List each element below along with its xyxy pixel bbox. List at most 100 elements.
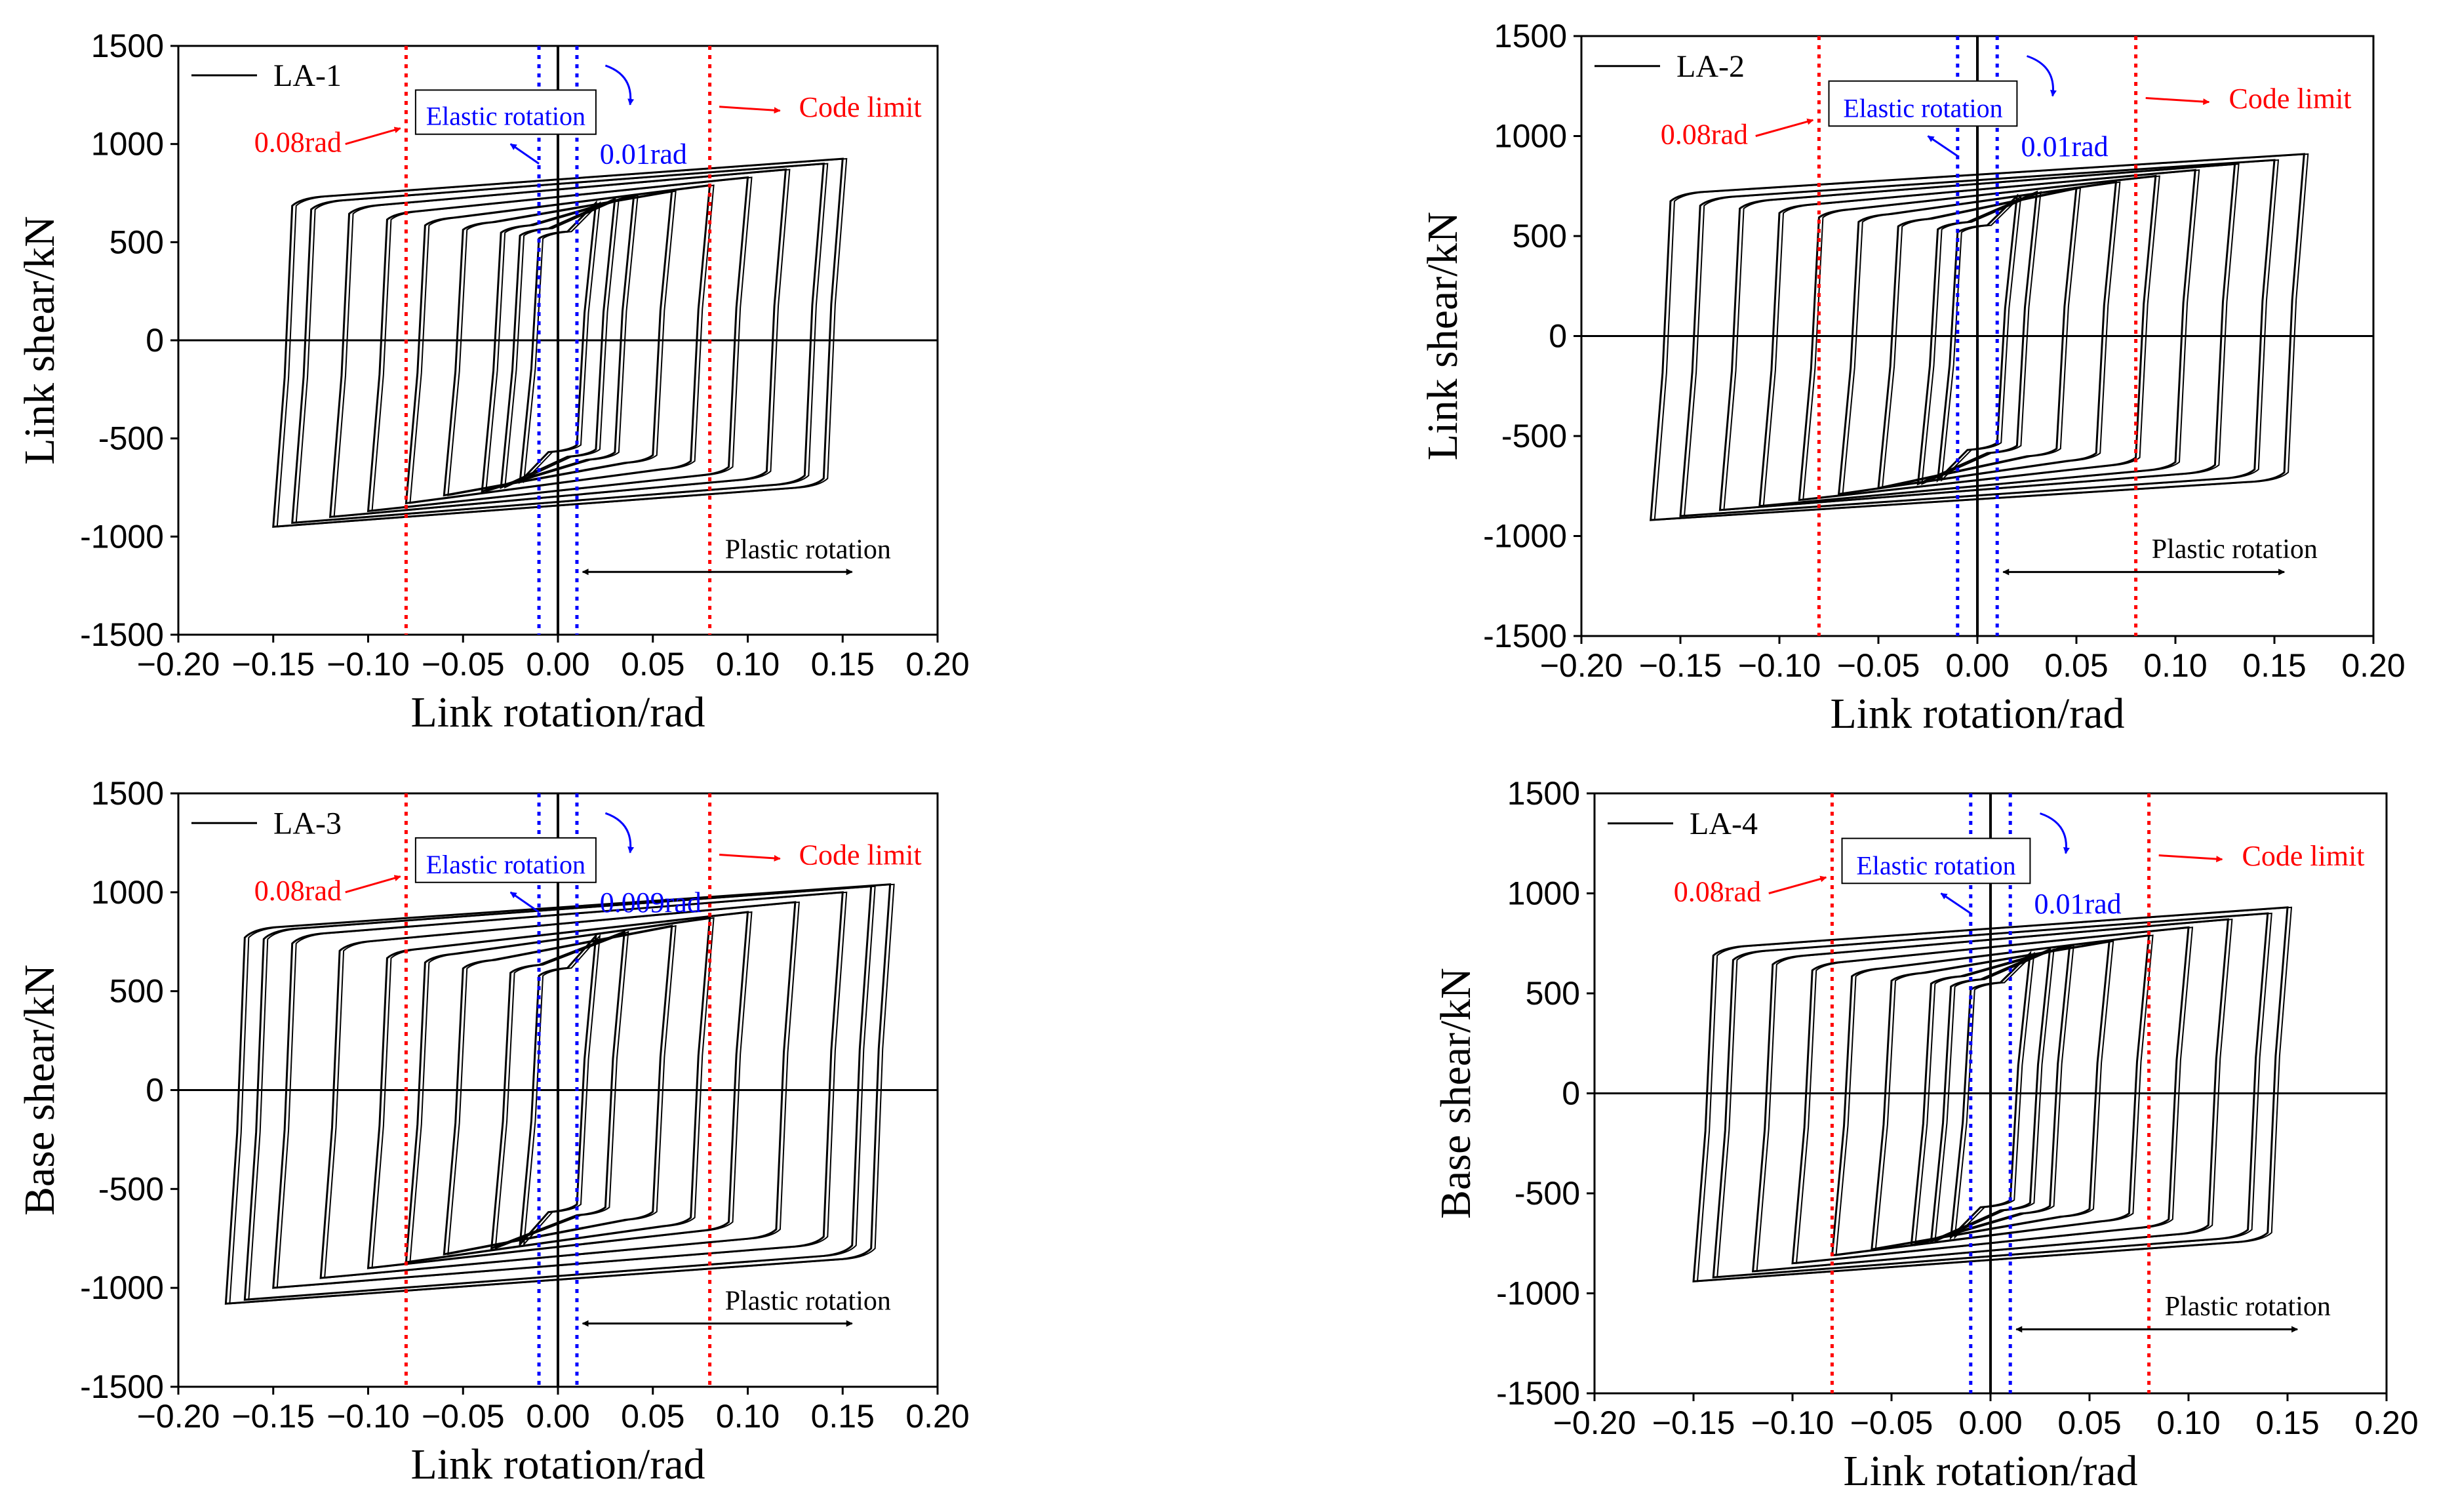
elastic-left-arrow [509, 891, 540, 913]
y-tick-label: 1500 [91, 28, 164, 64]
chart-svg-4: −0.20 −0.15 −0.10 −0.05 0.00 0.05 0.10 0.15 0.20… [1432, 775, 2419, 1495]
x-tick-label: 0.00 [1945, 647, 2009, 684]
plastic-rotation-label: Plastic rotation [725, 534, 891, 565]
code-limit-arrow [719, 106, 781, 114]
x-tick-label: −0.20 [1553, 1404, 1636, 1441]
y-tick-label: -500 [1501, 418, 1567, 454]
x-tick-label: 0.10 [2156, 1404, 2220, 1441]
hysteresis-loop-repeat [523, 934, 601, 1246]
x-tick-label: −0.05 [1850, 1404, 1933, 1441]
hysteresis-loop-repeat [447, 925, 677, 1256]
x-tick-label: 0.15 [811, 646, 875, 683]
code-rotation-arrow [1768, 875, 1827, 894]
x-tick-label: 0.20 [2341, 647, 2405, 684]
x-tick-label: −0.15 [231, 646, 315, 683]
y-tick-label: 1000 [1507, 875, 1580, 912]
hysteresis-loop-repeat [447, 190, 677, 496]
elastic-right-arrow [604, 64, 635, 106]
y-tick-label: 1500 [1494, 18, 1567, 54]
code-limit-label: Code limit [2242, 840, 2365, 872]
x-tick-label: −0.15 [1652, 1404, 1735, 1441]
x-tick-label: 0.00 [1958, 1404, 2022, 1441]
x-tick-label: 0.10 [2143, 647, 2207, 684]
x-axis-title: Link rotation/rad [1830, 690, 2124, 734]
y-tick-label: -500 [98, 420, 164, 457]
hysteresis-loop-repeat [1654, 153, 2309, 521]
hysteresis-loop-repeat [1683, 159, 2280, 517]
y-axis-title: Link shear/kN [1419, 212, 1467, 460]
x-tick-label: 0.05 [2057, 1404, 2121, 1441]
x-tick-label: −0.10 [1738, 647, 1821, 684]
y-tick-label: 0 [1562, 1075, 1580, 1112]
hysteresis-loop-repeat [276, 891, 848, 1289]
hysteresis-loop-repeat [409, 184, 715, 504]
elastic-rotation-value: 0.01rad [2021, 130, 2108, 163]
hysteresis-loop-repeat [1802, 175, 2160, 501]
x-tick-label: 0.20 [905, 646, 969, 683]
hysteresis-loop-repeat [1756, 919, 2233, 1273]
chart-svg-1: −0.20 −0.15 −0.10 −0.05 0.00 0.05 0.10 0.15 0.20… [16, 28, 970, 734]
hysteresis-loop-repeat [1795, 926, 2194, 1264]
y-tick-label: -500 [98, 1170, 164, 1207]
code-limit-label: Code limit [799, 91, 922, 123]
hysteresis-loop-repeat [276, 158, 848, 528]
x-tick-label: 0.05 [621, 1398, 684, 1435]
x-tick-label: −0.20 [1540, 647, 1623, 684]
x-tick-label: −0.05 [422, 1398, 505, 1435]
y-tick-label: 1000 [91, 126, 164, 163]
x-tick-label: −0.10 [327, 646, 410, 683]
hysteresis-loop-repeat [295, 163, 829, 524]
x-tick-label: −0.05 [1837, 647, 1920, 684]
y-tick-label: -1000 [80, 518, 164, 555]
y-tick-label: 500 [109, 973, 164, 1010]
hysteresis-loop-repeat [371, 176, 753, 512]
hysteresis-loop-repeat [1723, 163, 2240, 511]
elastic-left-arrow [509, 143, 540, 165]
elastic-rotation-label: Elastic rotation [426, 102, 585, 131]
x-tick-label: 0.05 [621, 646, 684, 683]
x-tick-label: 0.15 [2255, 1404, 2319, 1441]
x-tick-label: 0.00 [526, 646, 589, 683]
elastic-left-arrow [1940, 892, 1971, 915]
code-rotation-arrow [345, 127, 401, 146]
hysteresis-loop-repeat [1874, 940, 2114, 1250]
y-tick-label: 1500 [1507, 775, 1580, 812]
y-tick-label: -1500 [80, 616, 164, 653]
hysteresis-loop-repeat [1762, 169, 2200, 507]
hysteresis-loop-repeat [523, 201, 601, 484]
legend-label: LA-3 [273, 806, 342, 841]
elastic-rotation-box [414, 837, 597, 883]
x-tick-label: −0.15 [231, 1398, 315, 1435]
elastic-rotation-box [414, 89, 597, 135]
hysteresis-loop-repeat [494, 930, 629, 1250]
hysteresis-loop-repeat [371, 911, 753, 1269]
y-tick-label: 500 [1513, 218, 1567, 254]
elastic-right-arrow [2027, 55, 2057, 97]
code-limit-arrow [2158, 854, 2223, 863]
x-tick-label: 0.00 [526, 1398, 589, 1435]
elastic-rotation-label: Elastic rotation [426, 850, 585, 879]
elastic-rotation-box [1828, 80, 2018, 127]
y-axis-title: Base shear/kN [16, 965, 64, 1216]
plastic-rotation-label: Plastic rotation [725, 1286, 891, 1316]
hysteresis-loop-repeat [1716, 912, 2272, 1279]
hysteresis-loop [443, 925, 673, 1256]
hysteresis-loop-repeat [409, 917, 715, 1263]
elastic-rotation-value: 0.01rad [2034, 888, 2121, 920]
x-tick-label: 0.05 [2044, 647, 2108, 684]
code-rotation-arrow [1755, 118, 1814, 137]
x-axis-title: Link rotation/rad [410, 688, 705, 734]
elastic-rotation-label: Elastic rotation [1843, 93, 2002, 123]
x-tick-label: 0.10 [716, 646, 780, 683]
elastic-right-arrow [604, 812, 635, 854]
x-tick-label: −0.05 [422, 646, 505, 683]
hysteresis-loop-repeat [1954, 951, 2035, 1239]
y-tick-label: 1500 [91, 775, 164, 812]
legend-label: LA-2 [1676, 49, 1745, 84]
elastic-right-arrow [2040, 812, 2070, 854]
chart-panel-3: −0.20 −0.15 −0.10 −0.05 0.00 0.05 0.10 0.15 0.20… [0, 754, 997, 1512]
y-tick-label: -1000 [1496, 1275, 1580, 1312]
code-limit-label: Code limit [799, 839, 922, 871]
elastic-rotation-value: 0.01rad [600, 138, 687, 170]
